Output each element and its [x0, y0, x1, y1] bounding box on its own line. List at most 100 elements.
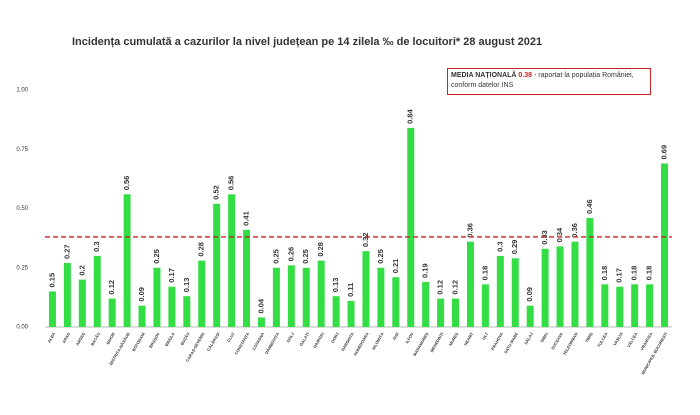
- x-tick-label: ALBA: [46, 331, 56, 343]
- x-tick-label: NEAMȚ: [463, 331, 475, 346]
- bar: [586, 217, 594, 327]
- x-tick-label: PRAHOVA: [490, 331, 504, 351]
- bar: [168, 286, 176, 327]
- value-label: 0.25: [301, 249, 310, 264]
- x-tick-label: SIBIU: [539, 331, 549, 343]
- y-tick-label: 0.25: [16, 265, 28, 271]
- bar: [377, 267, 385, 327]
- x-tick-label: DÂMBOVIȚA: [264, 331, 280, 355]
- value-label: 0.2: [77, 265, 86, 275]
- value-label: 0.09: [137, 287, 146, 302]
- bar: [347, 300, 355, 327]
- x-tick-label: SĂLAJ: [523, 332, 534, 346]
- value-label: 0.11: [346, 283, 355, 297]
- x-tick-label: IAȘI: [391, 332, 399, 341]
- value-label: 0.19: [421, 263, 430, 278]
- bar: [631, 284, 639, 327]
- value-label: 0.18: [630, 266, 639, 281]
- value-label: 0.12: [451, 280, 460, 295]
- bar: [616, 286, 624, 327]
- y-tick-label: 1.00: [16, 88, 28, 94]
- bar: [302, 267, 310, 327]
- x-tick-label: IALOMIȚA: [371, 331, 385, 350]
- x-tick-label: TIMIȘ: [584, 331, 594, 343]
- value-label: 0.25: [152, 249, 161, 264]
- x-tick-label: MEHEDINȚI: [429, 332, 444, 354]
- bar: [198, 260, 206, 327]
- bar: [48, 291, 56, 327]
- value-label: 0.21: [391, 259, 400, 274]
- bar: [138, 305, 146, 327]
- value-label: 0.56: [227, 176, 236, 191]
- bar: [646, 284, 654, 327]
- value-label: 0.69: [660, 145, 669, 160]
- bar: [108, 298, 116, 327]
- x-tick-label: SATU MARE: [503, 331, 519, 354]
- value-label: 0.04: [256, 298, 265, 313]
- bar: [78, 279, 86, 327]
- bar: [556, 246, 564, 327]
- bar: [123, 194, 131, 327]
- bar: [466, 241, 474, 327]
- bar: [243, 229, 251, 327]
- bar: [272, 267, 280, 327]
- annotation-value: 0.38: [518, 72, 533, 79]
- bar: [437, 298, 445, 327]
- value-label: 0.29: [510, 240, 519, 255]
- value-label: 0.17: [615, 268, 624, 283]
- bar: [153, 267, 161, 327]
- x-tick-label: BRAȘOV: [148, 331, 161, 349]
- value-label: 0.46: [585, 199, 594, 214]
- value-label: 0.25: [376, 249, 385, 264]
- value-label: 0.18: [645, 266, 654, 281]
- bar: [452, 298, 460, 327]
- bar: [481, 284, 489, 327]
- x-tick-label: GALAȚI: [298, 332, 310, 347]
- bar: [317, 260, 325, 327]
- bar: [422, 281, 430, 327]
- x-tick-label: BIHOR: [105, 331, 116, 345]
- value-label: 0.09: [525, 287, 534, 302]
- value-label: 0.56: [122, 176, 131, 191]
- bar: [496, 255, 504, 327]
- value-label: 0.12: [107, 280, 116, 295]
- x-tick-label: CONSTANȚA: [234, 331, 251, 355]
- bar: [661, 163, 669, 327]
- x-tick-label: COVASNA: [251, 331, 265, 351]
- x-tick-label: ARAD: [61, 331, 71, 344]
- value-label: 0.41: [242, 211, 251, 226]
- x-tick-label: VRANCEA: [639, 331, 653, 351]
- x-tick-label: ILFOV: [404, 331, 414, 344]
- bar: [257, 317, 265, 327]
- y-tick-label: 0.50: [16, 206, 28, 212]
- bar: [228, 194, 236, 327]
- value-label: 0.3: [495, 241, 504, 251]
- x-tick-label: MARAMUREȘ: [412, 331, 430, 357]
- value-label: 0.34: [555, 227, 564, 242]
- value-label: 0.36: [570, 223, 579, 238]
- value-label: 0.52: [212, 185, 221, 200]
- x-tick-label: VÂLCEA: [626, 331, 639, 348]
- y-tick-label: 0.75: [16, 147, 28, 153]
- x-tick-label: MUREȘ: [448, 331, 460, 346]
- x-tick-label: BOTOȘANI: [131, 332, 146, 353]
- bar: [511, 258, 519, 327]
- x-tick-label: BACĂU: [89, 331, 101, 346]
- value-label: 0.84: [406, 108, 415, 123]
- value-label: 0.3: [92, 241, 101, 251]
- value-label: 0.15: [47, 273, 56, 288]
- x-tick-label: GIURGIU: [312, 331, 325, 348]
- value-label: 0.28: [316, 242, 325, 257]
- bar: [362, 251, 370, 327]
- value-label: 0.26: [286, 247, 295, 262]
- bar: [526, 305, 534, 327]
- bar: [183, 296, 191, 327]
- value-label: 0.13: [182, 278, 191, 293]
- bar: [213, 203, 221, 327]
- value-label: 0.18: [480, 266, 489, 281]
- x-tick-label: HUNEDOARA: [352, 331, 369, 356]
- x-tick-label: HARGHITA: [340, 331, 355, 352]
- x-tick-label: OLT: [481, 331, 489, 341]
